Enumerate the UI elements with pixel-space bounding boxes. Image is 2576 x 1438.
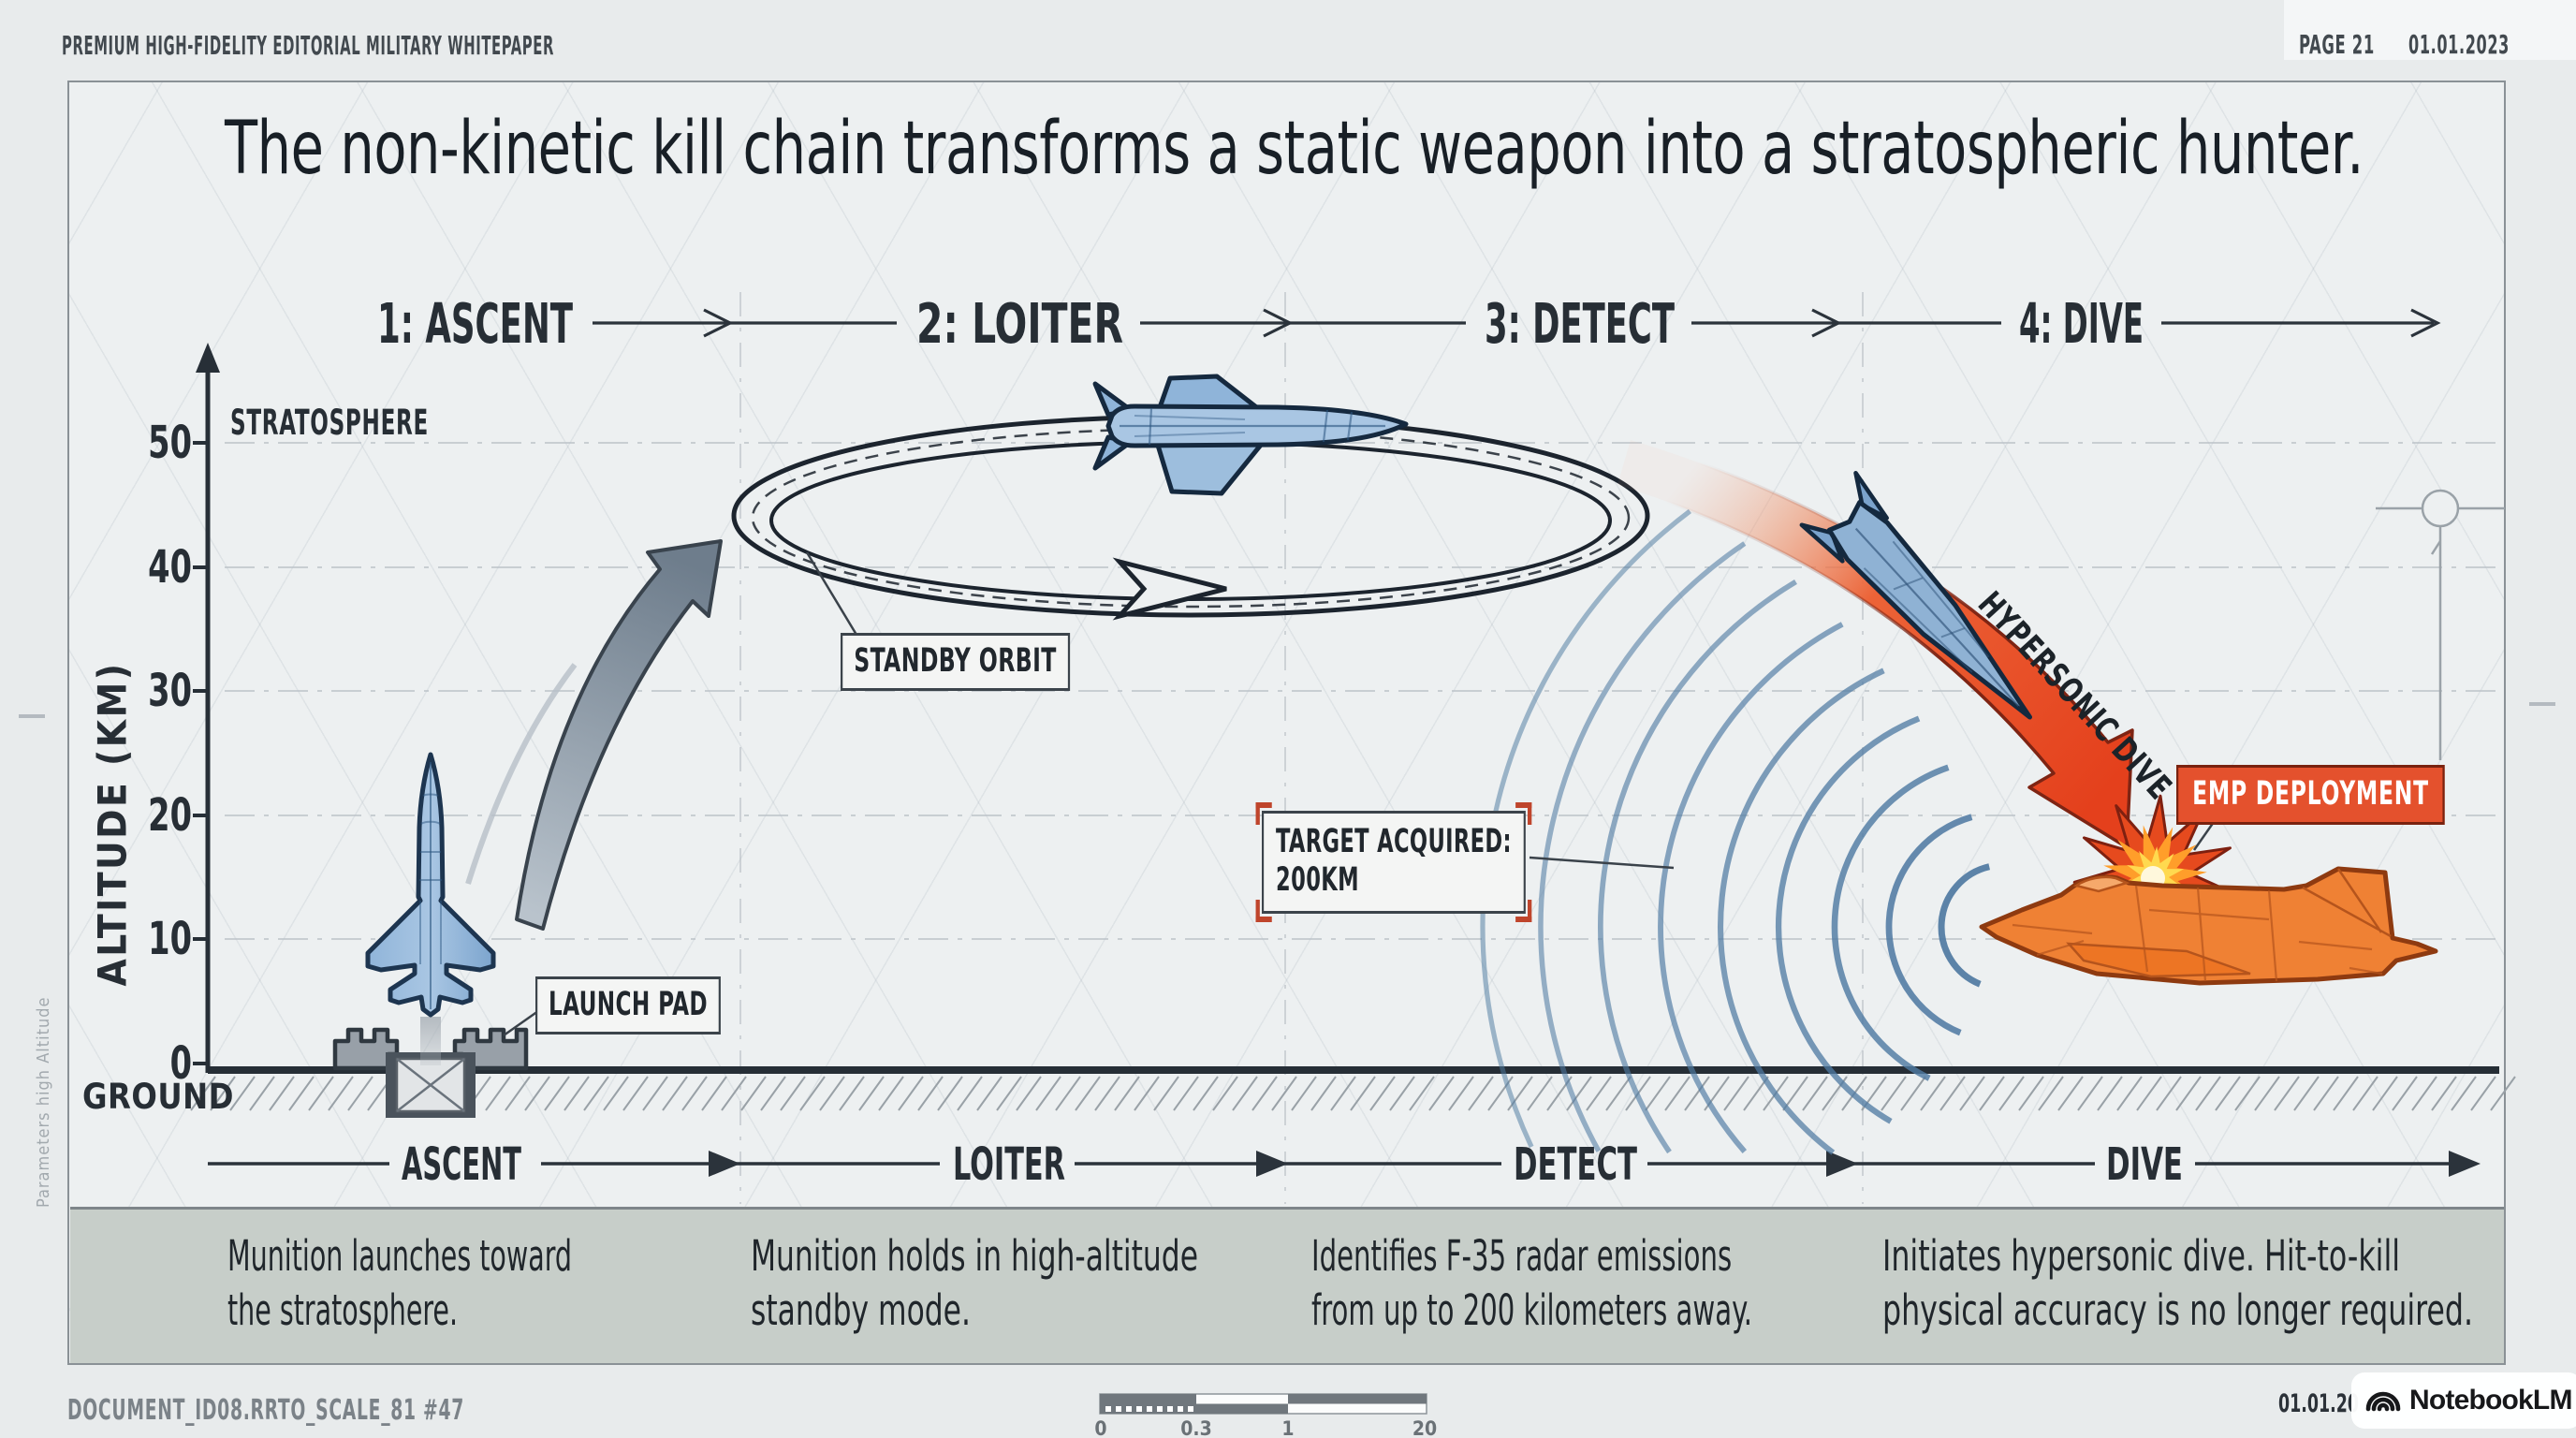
phase-bottom-detect: DETECT [1514,1138,1638,1191]
phase-top-ascent: 1: ASCENT [377,291,573,356]
header-page-number: PAGE 21 [2299,29,2375,60]
description-ascent: Munition launches toward the stratosphere… [227,1231,572,1335]
phase-top-detect: 3: DETECT [1485,291,1676,356]
stratosphere-label: STRATOSPHERE [230,403,429,443]
header-date: 01.01.2023 [2408,29,2510,60]
altitude-axis [193,343,220,1073]
footer-scale-bar [1099,1393,1427,1415]
bracket-icon [1515,900,1532,922]
description-detect: Identifies F-35 radar emissions from up t… [1311,1231,1752,1335]
page-title: The non-kinetic kill chain transforms a … [225,107,2364,191]
diving-glide-vehicle [1799,470,2032,720]
bracket-icon [1255,900,1272,922]
measure-decoration [2376,489,2505,760]
tick-50: 50 [148,417,192,469]
notebooklm-watermark: NotebookLM [2351,1372,2576,1429]
watermark-text: NotebookLM [2409,1385,2572,1416]
ground-line [190,1066,2516,1111]
tick-30: 30 [148,665,192,717]
top-right-highlight [2284,0,2576,60]
tick-0: 0 [169,1037,192,1090]
tick-10: 10 [148,913,192,965]
registration-marks [19,702,2555,718]
description-dive: Initiates hypersonic dive. Hit-to-kill ph… [1882,1231,2474,1335]
notebooklm-icon [2365,1391,2401,1412]
footer-date: 01.01.20 [2278,1389,2359,1418]
launch-pad-callout: LAUNCH PAD [535,976,721,1034]
tick-20: 20 [148,789,192,842]
phase-top-dive: 4: DIVE [2019,291,2144,356]
scale-label-20: 20 [1412,1417,1438,1438]
ascent-arrow [465,539,723,931]
emp-deployment-callout: EMP DEPLOYMENT [2176,765,2446,825]
description-loiter: Munition holds in high-altitude standby m… [751,1231,1198,1335]
target-f35 [1979,866,2438,986]
radar-emission-arcs [1480,508,1990,1155]
scale-label-1: 1 [1281,1417,1295,1438]
scale-label-0: 0 [1094,1417,1107,1438]
orbit-direction-arrow [1112,557,1227,621]
scale-label-03: 0.3 [1180,1417,1212,1438]
phase-bottom-dive: DIVE [2106,1138,2183,1191]
diagram-frame [67,81,2506,1365]
loitering-missile [1092,374,1409,496]
target-acquired-line2: 200KM [1276,861,1359,899]
phase-bottom-loiter: LOITER [953,1138,1066,1191]
bracket-icon [1255,802,1272,825]
target-acquired-line1: TARGET ACQUIRED: [1276,823,1512,860]
phase-top-arrows [593,308,2441,338]
tick-40: 40 [148,541,192,594]
phase-top-loiter: 2: LOITER [916,291,1123,356]
launch-pad [332,1027,529,1118]
phase-bottom-arrows [208,1151,2481,1177]
phase-bottom-ascent: ASCENT [402,1138,521,1191]
standby-orbit-callout: STANDBY ORBIT [841,633,1071,691]
phase-description-band [69,1207,2504,1363]
ground-label: GROUND [82,1077,234,1117]
footer-document-id: DOCUMENT_ID08.RRTO_SCALE_81 #47 [67,1394,464,1427]
ascending-missile [365,752,496,1065]
target-acquired-callout: TARGET ACQUIRED: 200KM [1255,802,1532,922]
header-meta: PREMIUM HIGH-FIDELITY EDITORIAL MILITARY… [62,30,554,61]
bracket-icon [1515,802,1532,825]
